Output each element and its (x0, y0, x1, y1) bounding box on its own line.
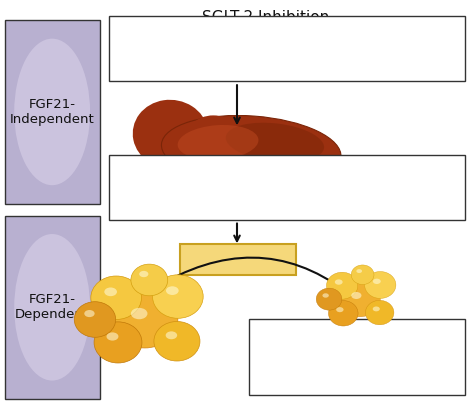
Circle shape (351, 265, 374, 284)
Ellipse shape (131, 308, 147, 319)
Ellipse shape (166, 286, 179, 295)
Circle shape (111, 291, 178, 348)
Ellipse shape (178, 125, 258, 160)
FancyBboxPatch shape (5, 216, 100, 399)
Circle shape (131, 264, 168, 296)
Text: SGLT-2 Inhibition: SGLT-2 Inhibition (202, 10, 329, 25)
Ellipse shape (182, 116, 245, 177)
Ellipse shape (14, 234, 90, 381)
FancyBboxPatch shape (180, 244, 296, 275)
Text: Glycosuria → FASTING-LIKE STATE
↓ Glucose, ↑ Lipid Oxidation, ↑ Ketones: Glycosuria → FASTING-LIKE STATE ↓ Glucos… (167, 35, 406, 63)
FancyBboxPatch shape (249, 319, 465, 395)
Text: FGF21-
Independent: FGF21- Independent (10, 98, 94, 126)
Circle shape (316, 288, 342, 310)
Circle shape (328, 301, 358, 326)
Ellipse shape (226, 123, 324, 162)
Ellipse shape (373, 306, 380, 311)
Ellipse shape (373, 279, 381, 284)
Text: ↑↑FGF21: ↑↑FGF21 (196, 252, 281, 267)
Ellipse shape (351, 292, 362, 299)
Circle shape (74, 302, 116, 337)
Circle shape (91, 276, 141, 319)
FancyBboxPatch shape (109, 16, 465, 81)
Ellipse shape (14, 39, 90, 185)
Circle shape (365, 300, 394, 325)
Text: ↓ Fat mass
↓ Adipocyte size
↑ Activation of Lipolysis: ↓ Fat mass ↓ Adipocyte size ↑ Activation… (285, 335, 428, 379)
Ellipse shape (224, 171, 250, 183)
Ellipse shape (162, 116, 341, 186)
Ellipse shape (133, 100, 209, 169)
Circle shape (339, 282, 380, 317)
Ellipse shape (104, 287, 117, 296)
Ellipse shape (165, 331, 177, 339)
Circle shape (94, 322, 142, 363)
Circle shape (365, 271, 396, 298)
Ellipse shape (322, 293, 329, 298)
Ellipse shape (139, 271, 148, 277)
Text: Transcriptional Reprogramming
↑PPARα, ↑PGC1α, ↓ChREBP: Transcriptional Reprogramming ↑PPARα, ↑P… (194, 173, 380, 201)
FancyBboxPatch shape (109, 155, 465, 220)
Ellipse shape (84, 310, 95, 317)
FancyBboxPatch shape (5, 20, 100, 204)
Circle shape (153, 275, 203, 318)
Circle shape (327, 272, 358, 299)
Text: FGF21-
Dependent: FGF21- Dependent (15, 293, 89, 321)
Circle shape (154, 322, 200, 361)
Ellipse shape (336, 307, 344, 312)
Ellipse shape (356, 269, 362, 273)
Ellipse shape (107, 333, 118, 341)
Ellipse shape (335, 279, 343, 285)
